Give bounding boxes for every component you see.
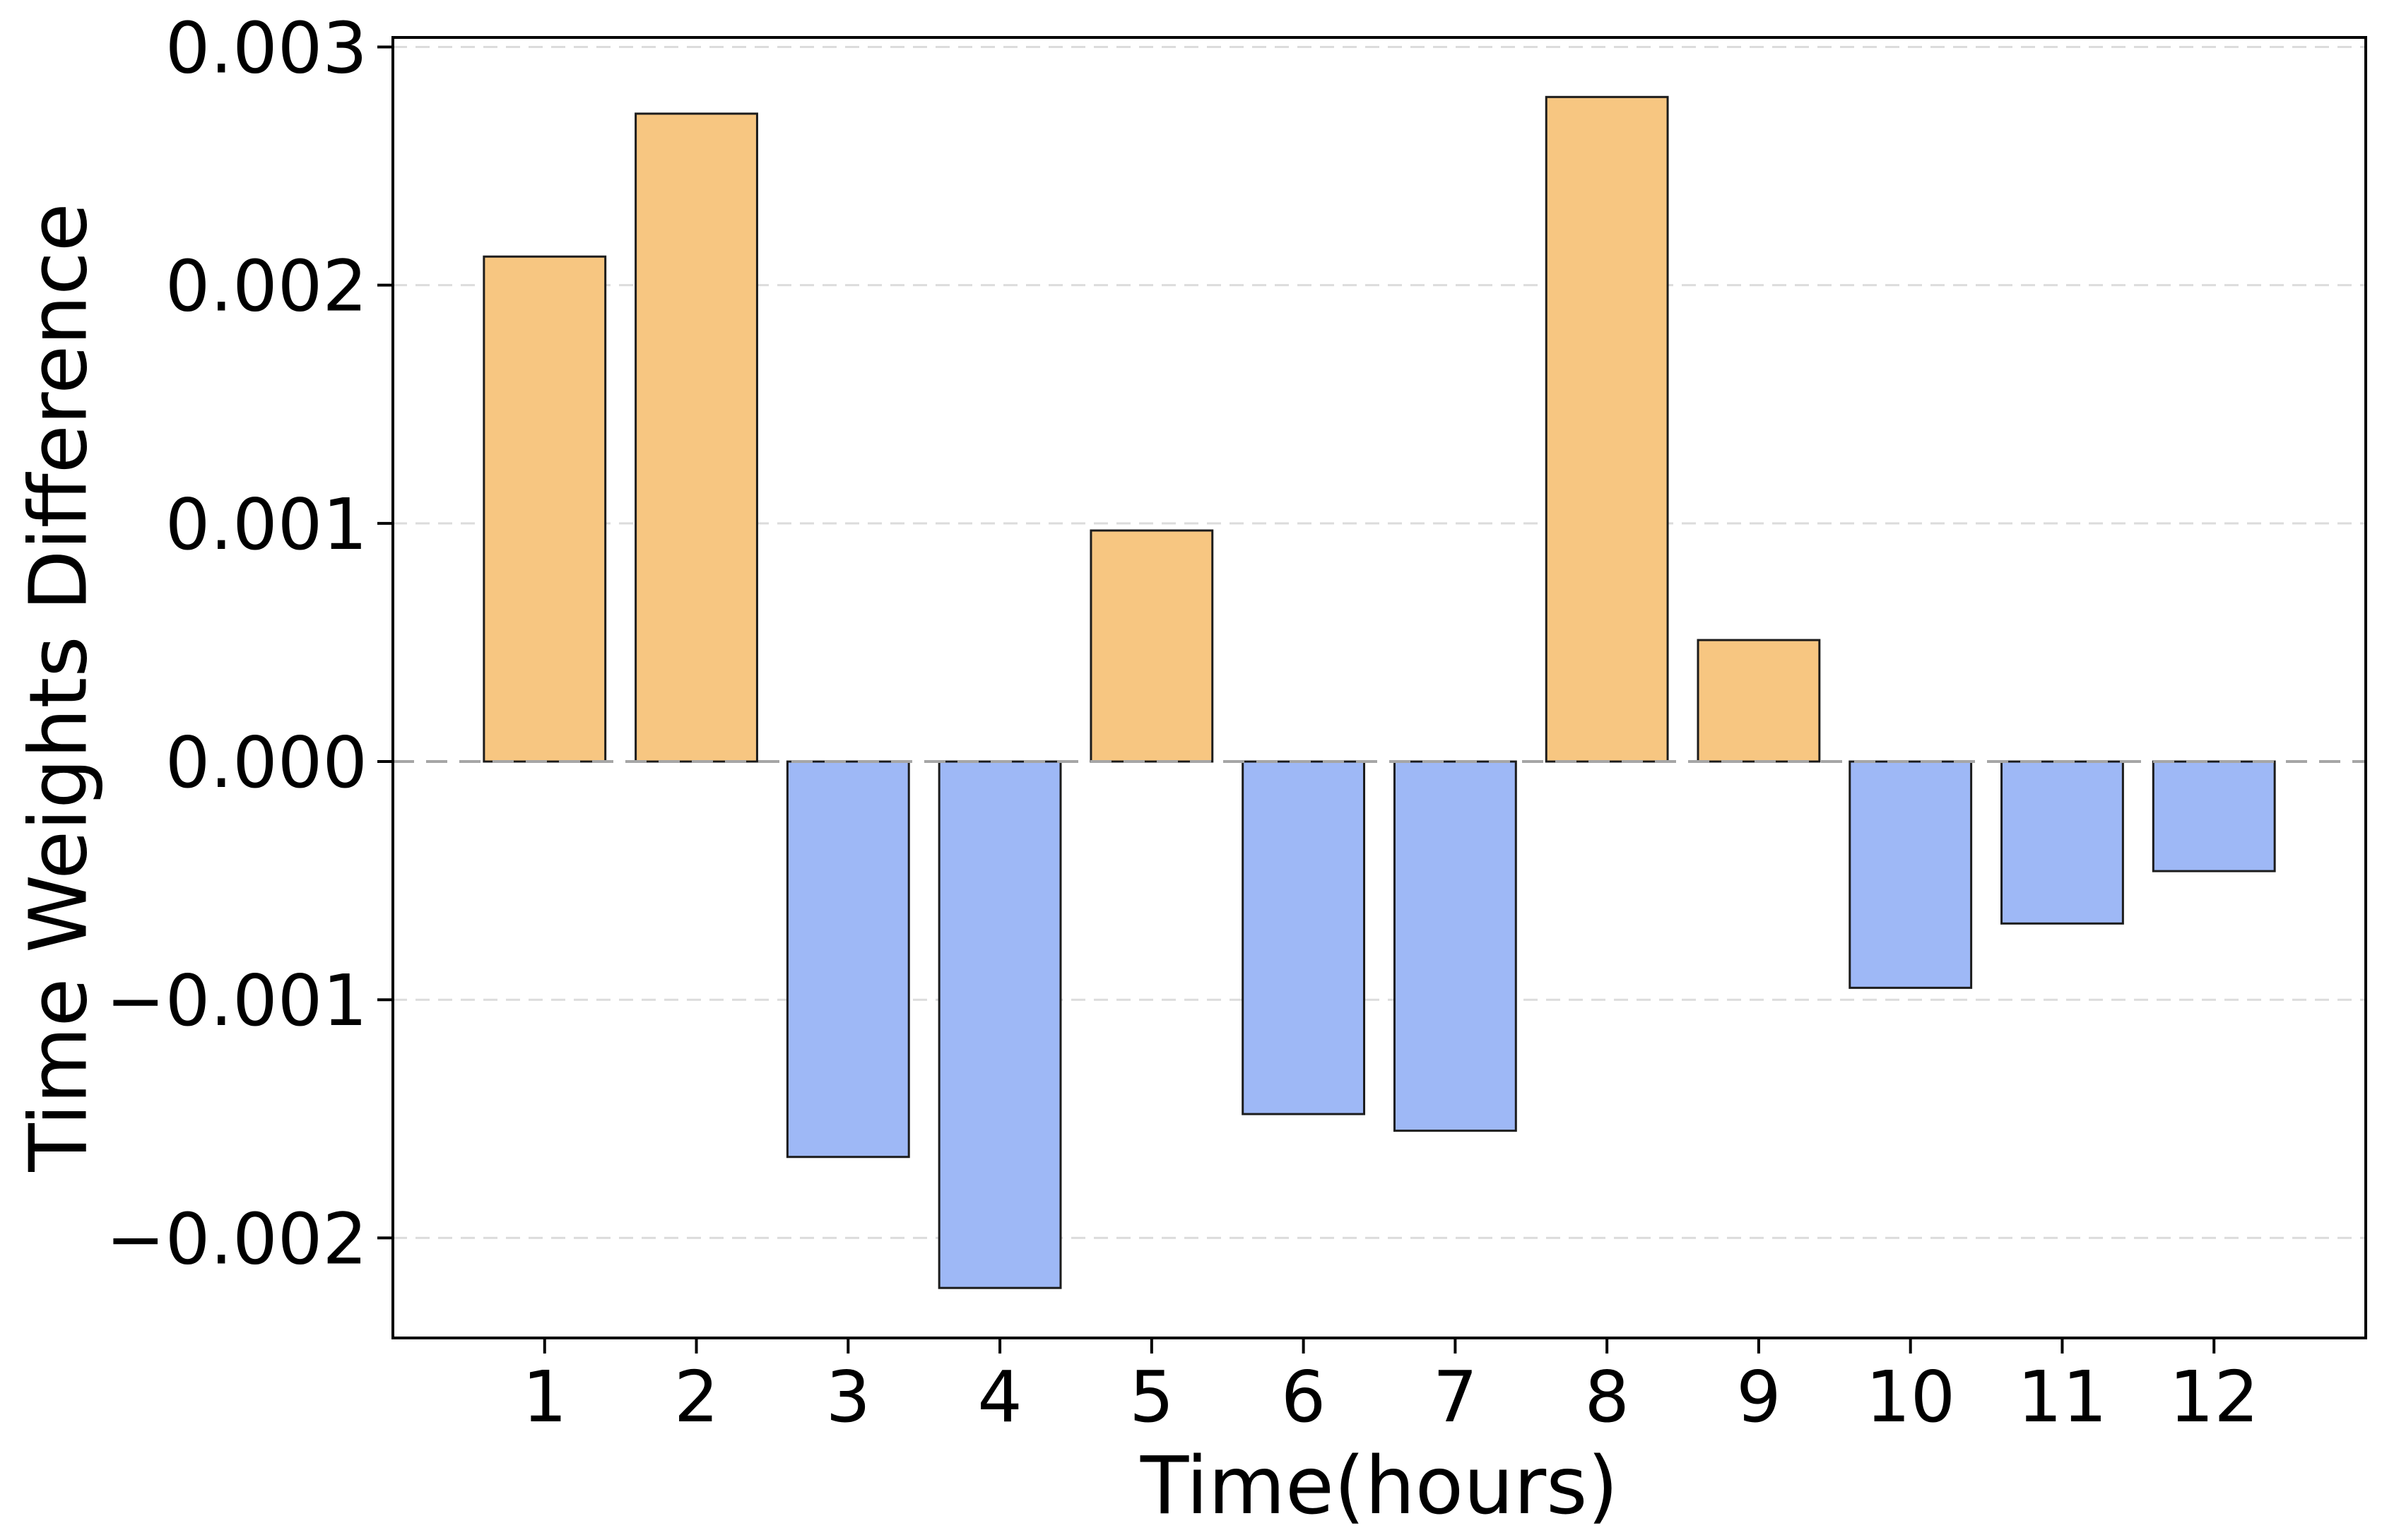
x-axis-label: Time(hours) — [1140, 1440, 1619, 1532]
bar-hour-12 — [2152, 760, 2276, 872]
bar-hour-5 — [1090, 529, 1214, 763]
x-tick-label: 8 — [1584, 1356, 1629, 1438]
bar-hour-11 — [2000, 760, 2124, 925]
bar-hour-1 — [483, 255, 607, 763]
x-tick-label: 6 — [1281, 1356, 1326, 1438]
y-tick-label: 0.003 — [165, 6, 367, 89]
x-tick-label: 7 — [1433, 1356, 1478, 1438]
y-axis-label: Time Weights Difference — [13, 203, 105, 1172]
y-tick-label: −0.002 — [106, 1197, 367, 1280]
x-tick-label: 11 — [2017, 1356, 2107, 1438]
x-tick-label: 1 — [522, 1356, 567, 1438]
y-tick-label: −0.001 — [106, 959, 367, 1042]
x-tick-label: 3 — [825, 1356, 871, 1438]
x-tick-label: 9 — [1736, 1356, 1781, 1438]
bar-hour-9 — [1697, 639, 1821, 763]
bar-hour-6 — [1242, 760, 1366, 1115]
axes-spines — [391, 36, 2367, 1339]
bar-hour-7 — [1393, 760, 1517, 1132]
x-tick-label: 10 — [1865, 1356, 1955, 1438]
x-tick-label: 5 — [1129, 1356, 1174, 1438]
bar-hour-8 — [1545, 95, 1669, 763]
bar-hour-3 — [786, 760, 910, 1159]
bar-hour-10 — [1849, 760, 1973, 989]
y-tick-label: 0.000 — [165, 721, 367, 804]
bar-hour-2 — [635, 112, 758, 763]
bar-hour-4 — [938, 760, 1062, 1289]
x-tick-label: 12 — [2169, 1356, 2259, 1438]
y-tick-label: 0.002 — [165, 245, 367, 328]
x-tick-label: 4 — [977, 1356, 1022, 1438]
y-tick-label: 0.001 — [165, 483, 367, 566]
x-tick-label: 2 — [674, 1356, 719, 1438]
